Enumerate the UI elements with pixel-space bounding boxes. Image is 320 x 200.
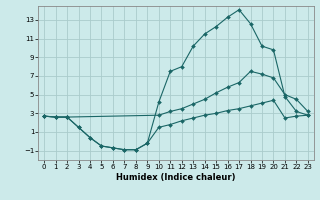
X-axis label: Humidex (Indice chaleur): Humidex (Indice chaleur) xyxy=(116,173,236,182)
